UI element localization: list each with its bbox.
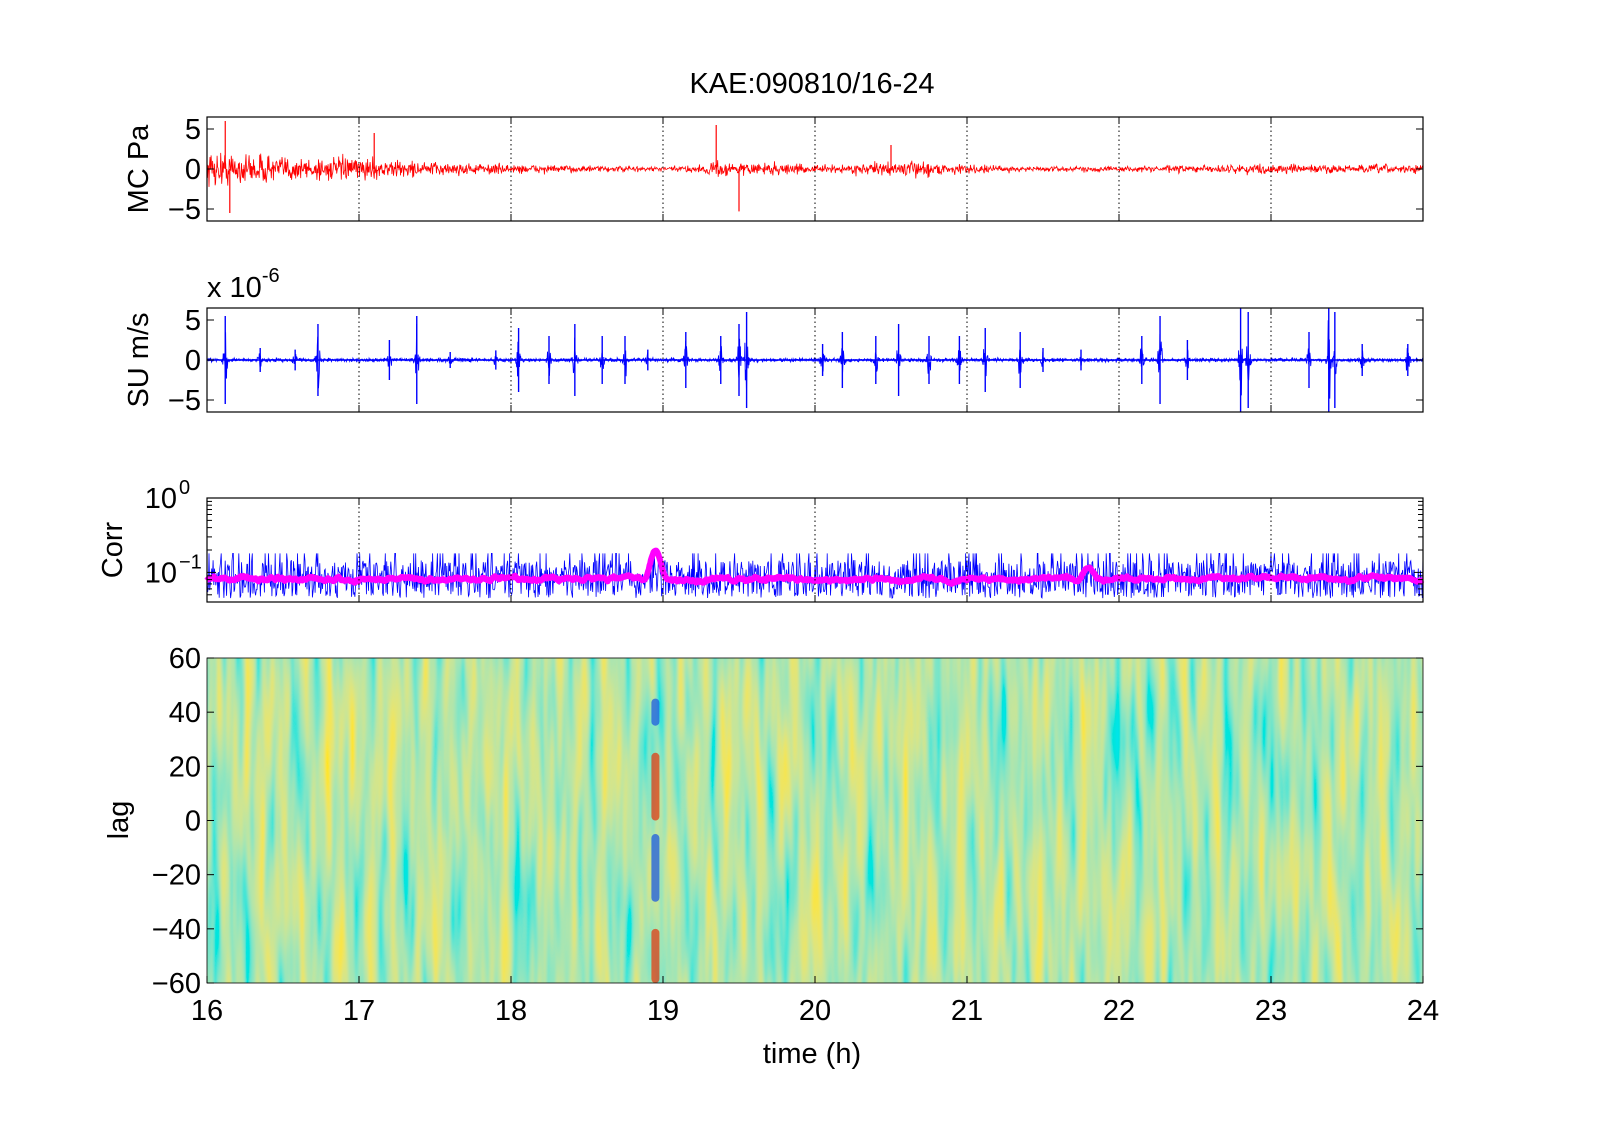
heatmap-high-feature — [651, 752, 660, 821]
velocity-scale-exponent: -6 — [262, 265, 280, 287]
heatmap-low-feature — [651, 834, 660, 902]
y-tick-exponent: −1 — [179, 551, 202, 573]
pressure-panel: 5 0 −5 MC Pa — [123, 114, 1424, 226]
y-tick-label: 0 — [185, 806, 201, 838]
y-tick-label: 60 — [169, 643, 201, 675]
x-tick-label: 21 — [951, 995, 983, 1027]
correlation-axes-frame — [206, 497, 1424, 603]
velocity-ylabel: SU m/s — [123, 312, 155, 407]
y-tick-label: 10 — [145, 557, 177, 589]
y-tick-label: 5 — [185, 114, 201, 146]
figure-title: KAE:090810/16-24 — [689, 68, 934, 100]
heatmap-low-feature — [651, 698, 660, 726]
lag-ylabel: lag — [103, 801, 135, 840]
x-tick-label: 19 — [647, 995, 679, 1027]
correlation-ylabel: Corr — [97, 521, 129, 578]
x-tick-label: 20 — [799, 995, 831, 1027]
x-tick-label: 23 — [1255, 995, 1287, 1027]
x-axis-label: time (h) — [763, 1038, 861, 1070]
y-tick-label: 5 — [185, 305, 201, 337]
y-tick-label: 0 — [185, 154, 201, 186]
x-tick-label: 17 — [343, 995, 375, 1027]
pressure-ylabel: MC Pa — [123, 124, 155, 214]
x-tick-label: 24 — [1407, 995, 1439, 1027]
y-tick-label: 10 — [145, 483, 177, 515]
velocity-scale-label: x 10-6 — [207, 265, 280, 304]
y-tick-label: 20 — [169, 751, 201, 783]
y-tick-label: −5 — [168, 194, 201, 226]
y-tick-label: −60 — [152, 968, 201, 1000]
x-tick-label: 16 — [191, 995, 223, 1027]
velocity-scale-base: x 10 — [207, 272, 262, 304]
velocity-panel: 5 0 −5 SU m/s x 10-6 — [123, 265, 1424, 417]
y-tick-label: −5 — [168, 385, 201, 417]
heatmap-high-feature — [651, 928, 660, 983]
x-tick-label: 22 — [1103, 995, 1135, 1027]
y-tick-label: −40 — [152, 914, 201, 946]
heatmap-base — [207, 658, 1423, 983]
y-tick-exponent: 0 — [179, 477, 190, 499]
corr-smooth-trace — [204, 547, 1426, 587]
y-tick-label: 40 — [169, 697, 201, 729]
x-tick-label: 18 — [495, 995, 527, 1027]
y-tick-label: 0 — [185, 345, 201, 377]
y-tick-label: −20 — [152, 860, 201, 892]
